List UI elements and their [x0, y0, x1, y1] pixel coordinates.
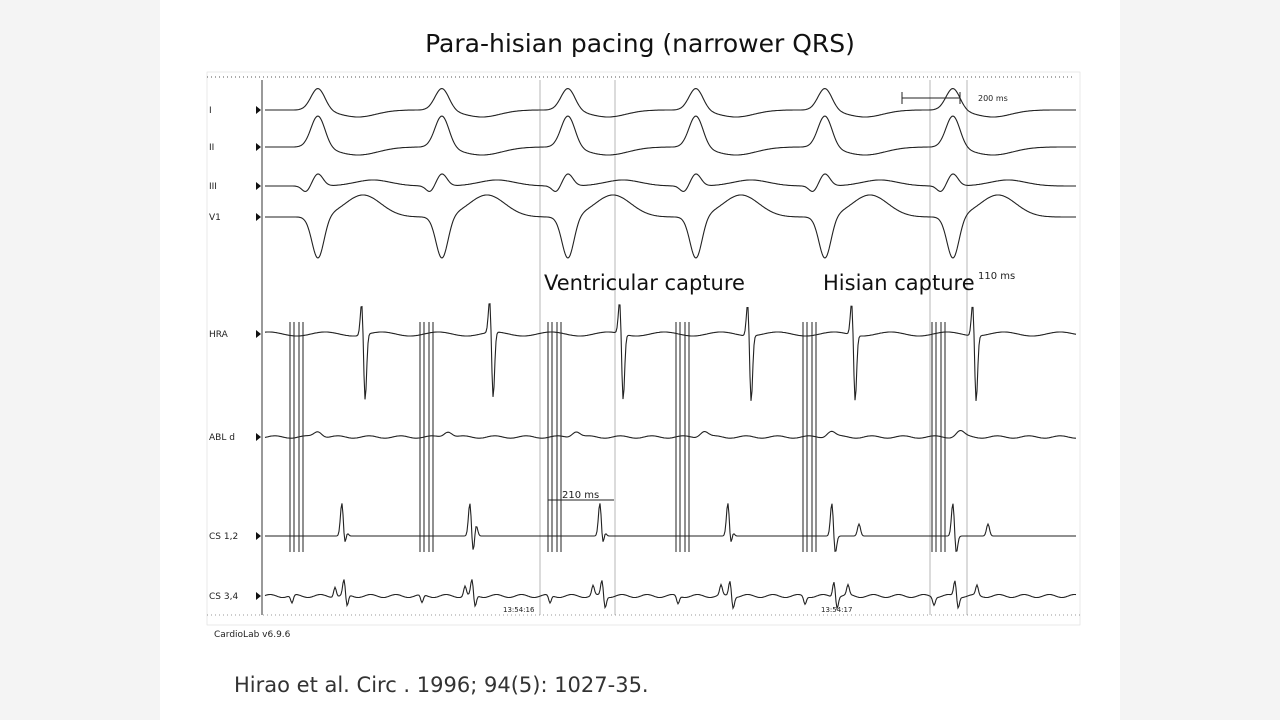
software-label: CardioLab v6.9.6: [214, 630, 291, 640]
lead-label: ABL d: [209, 433, 235, 443]
lead-label: II: [209, 143, 214, 153]
time-label: 13:54:16: [503, 606, 535, 614]
lead-label: V1: [209, 213, 221, 223]
hisian-label: Hisian capture: [823, 271, 975, 295]
scale-label: 200 ms: [978, 94, 1008, 103]
lead-marker: [256, 433, 261, 441]
lead-marker: [256, 330, 261, 338]
ventricular-interval: 210 ms: [562, 490, 599, 501]
vertical-markers: [539, 80, 968, 615]
trace: [265, 115, 1076, 156]
lead-label: III: [209, 182, 217, 192]
trace: [265, 88, 1076, 118]
lead-marker: [256, 213, 261, 221]
lead-label: I: [209, 106, 212, 116]
lead-marker: [256, 106, 261, 114]
trace: [265, 194, 1076, 259]
lead-label: CS 1,2: [209, 532, 238, 542]
lead-marker: [256, 182, 261, 190]
lead-marker: [256, 143, 261, 151]
hisian-interval: 110 ms: [978, 271, 1015, 282]
citation: Hirao et al. Circ . 1996; 94(5): 1027-35…: [234, 673, 649, 697]
title: Para-hisian pacing (narrower QRS): [425, 29, 855, 58]
trace: [265, 173, 1076, 192]
lead-marker: [256, 592, 261, 600]
lead-label: HRA: [209, 330, 229, 340]
figure-frame: [206, 71, 1081, 626]
lead-label: CS 3,4: [209, 592, 238, 602]
lead-marker: [256, 532, 261, 540]
ventricular-label: Ventricular capture: [544, 271, 745, 295]
trace: [264, 579, 1077, 611]
